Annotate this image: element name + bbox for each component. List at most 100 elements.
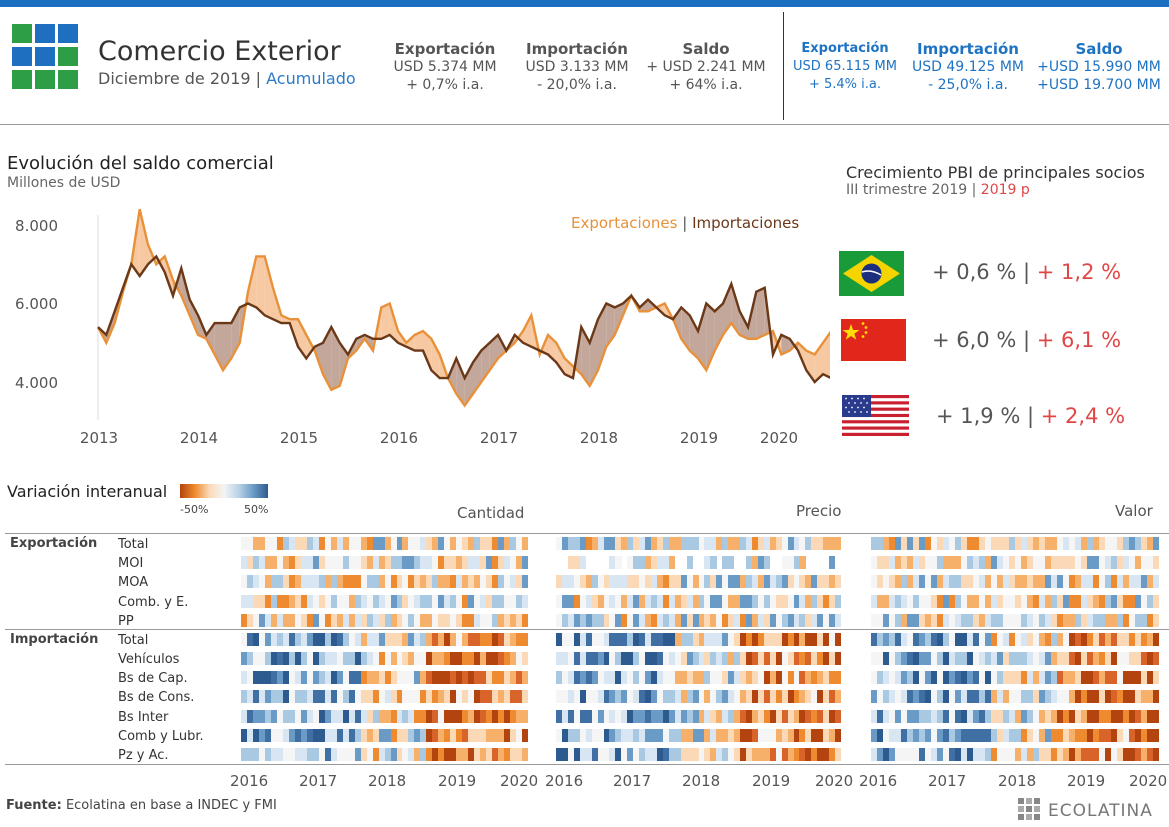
heatmap-cell (793, 537, 800, 550)
heatmap-cell (698, 575, 705, 588)
heatmap-cell (1033, 710, 1040, 723)
heatmap-cell (799, 748, 806, 761)
brand-name: ECOLATINA (1048, 801, 1153, 821)
heatmap-cell (913, 556, 920, 569)
heatmap-cell (573, 633, 581, 646)
heatmap-cell (579, 595, 587, 608)
heatmap-cell (1033, 748, 1040, 761)
heatmap-cell (763, 748, 771, 761)
heatmap-cell (769, 575, 777, 588)
heatmap-cell (504, 595, 511, 608)
heatmap-cell (769, 537, 777, 550)
heatmap-cell (1087, 748, 1094, 761)
heatmap-cell (716, 595, 723, 608)
heatmap-cell (656, 710, 664, 723)
heatmap-cell (522, 671, 529, 684)
heatmap-cell (763, 671, 771, 684)
heatmap-cell (692, 614, 699, 627)
heatmap-cell (698, 710, 705, 723)
heatmap-cell (561, 710, 569, 723)
heatmap-cell (615, 614, 622, 627)
heatmap-cell (716, 537, 723, 550)
heatmap-cell (871, 671, 878, 684)
heatmap-cell (579, 537, 587, 550)
heatmap-cell (716, 652, 723, 665)
heatmap-cell (1141, 556, 1148, 569)
heatmap-cell (402, 537, 409, 550)
heatmap-cell (639, 537, 646, 550)
heatmap-cell (1099, 575, 1106, 588)
heatmap-cell (787, 595, 794, 608)
heatmap-cell (510, 595, 517, 608)
heatmap-cell (462, 537, 469, 550)
balance-area-segment (714, 303, 723, 351)
heatmap-cell (348, 671, 355, 684)
heatmap-cell (567, 556, 575, 569)
heatmap-cell (1141, 537, 1148, 550)
heatmap-cell (722, 652, 729, 665)
heatmap-cell (342, 710, 349, 723)
heatmap-cell (253, 748, 260, 761)
ytick-label: 6.000 (15, 295, 58, 313)
heatmap-cell (288, 671, 296, 684)
heatmap-cell (270, 556, 278, 569)
heatmap-cell (1111, 595, 1118, 608)
heatmap-cell (799, 671, 806, 684)
heatmap-cell (1063, 729, 1070, 742)
heatmap-cell (270, 537, 278, 550)
heatmap-cell (805, 710, 812, 723)
heatmap-cell (426, 710, 433, 723)
heatmap-cell (805, 690, 812, 703)
heatmap-cell (674, 729, 682, 742)
balance-area-segment (781, 334, 790, 355)
acumulado-link[interactable]: Acumulado (266, 69, 356, 88)
kpi-value: + USD 2.241 MM (646, 59, 766, 75)
heatmap-cell (1117, 614, 1124, 627)
heatmap-cell (781, 690, 788, 703)
heatmap-cell (510, 652, 517, 665)
heatmap-cell (979, 748, 986, 761)
heatmap-cell (294, 710, 302, 723)
heatmap-cell (366, 652, 373, 665)
heatmap-cell (722, 690, 729, 703)
heatmap-cell (1129, 614, 1136, 627)
heatmap-cell (1039, 690, 1046, 703)
heatmap-cell (342, 748, 349, 761)
heatmap-cell (1045, 595, 1052, 608)
heatmap-cell (734, 614, 741, 627)
heatmap-cell (1093, 729, 1100, 742)
heatmap-cell (522, 595, 529, 608)
heatmap-cell (504, 652, 511, 665)
heatmap-cell (763, 710, 771, 723)
kpi-value: USD 5.374 MM (393, 59, 497, 75)
heatmap-cell (746, 748, 753, 761)
heatmap-cell (662, 652, 670, 665)
heatmap-cell (943, 595, 950, 608)
heatmap-cell (306, 595, 314, 608)
heatmap-cell (1069, 556, 1076, 569)
heatmap-cell (680, 652, 687, 665)
heatmap-cell (901, 748, 908, 761)
heatmap-cell (913, 729, 920, 742)
heatmap-cell (627, 671, 634, 684)
heatmap-cell (955, 671, 962, 684)
heatmap-cell (746, 633, 753, 646)
heatmap-cell (270, 614, 278, 627)
heatmap-cell (444, 537, 451, 550)
kpi-monthly-balance: Saldo + USD 2.241 MM + 64% i.a. (638, 40, 774, 94)
heatmap-cell (1003, 748, 1010, 761)
heatmap-cell (1009, 729, 1016, 742)
heatmap-cell (698, 537, 705, 550)
heatmap-cell (698, 652, 705, 665)
heatmap-cell (1015, 556, 1022, 569)
heatmap-cell (627, 537, 634, 550)
year-label: 2020 (1129, 772, 1168, 790)
heatmap-cell (716, 729, 723, 742)
heatmap-cell (420, 537, 427, 550)
heatmap-cell (943, 710, 950, 723)
period-subtitle: Diciembre de 2019 | Acumulado (98, 69, 356, 88)
heatmap-cell (1057, 537, 1064, 550)
heatmap-cell (1153, 729, 1160, 742)
heatmap-cell (573, 748, 581, 761)
heatmap-cell (556, 614, 563, 627)
